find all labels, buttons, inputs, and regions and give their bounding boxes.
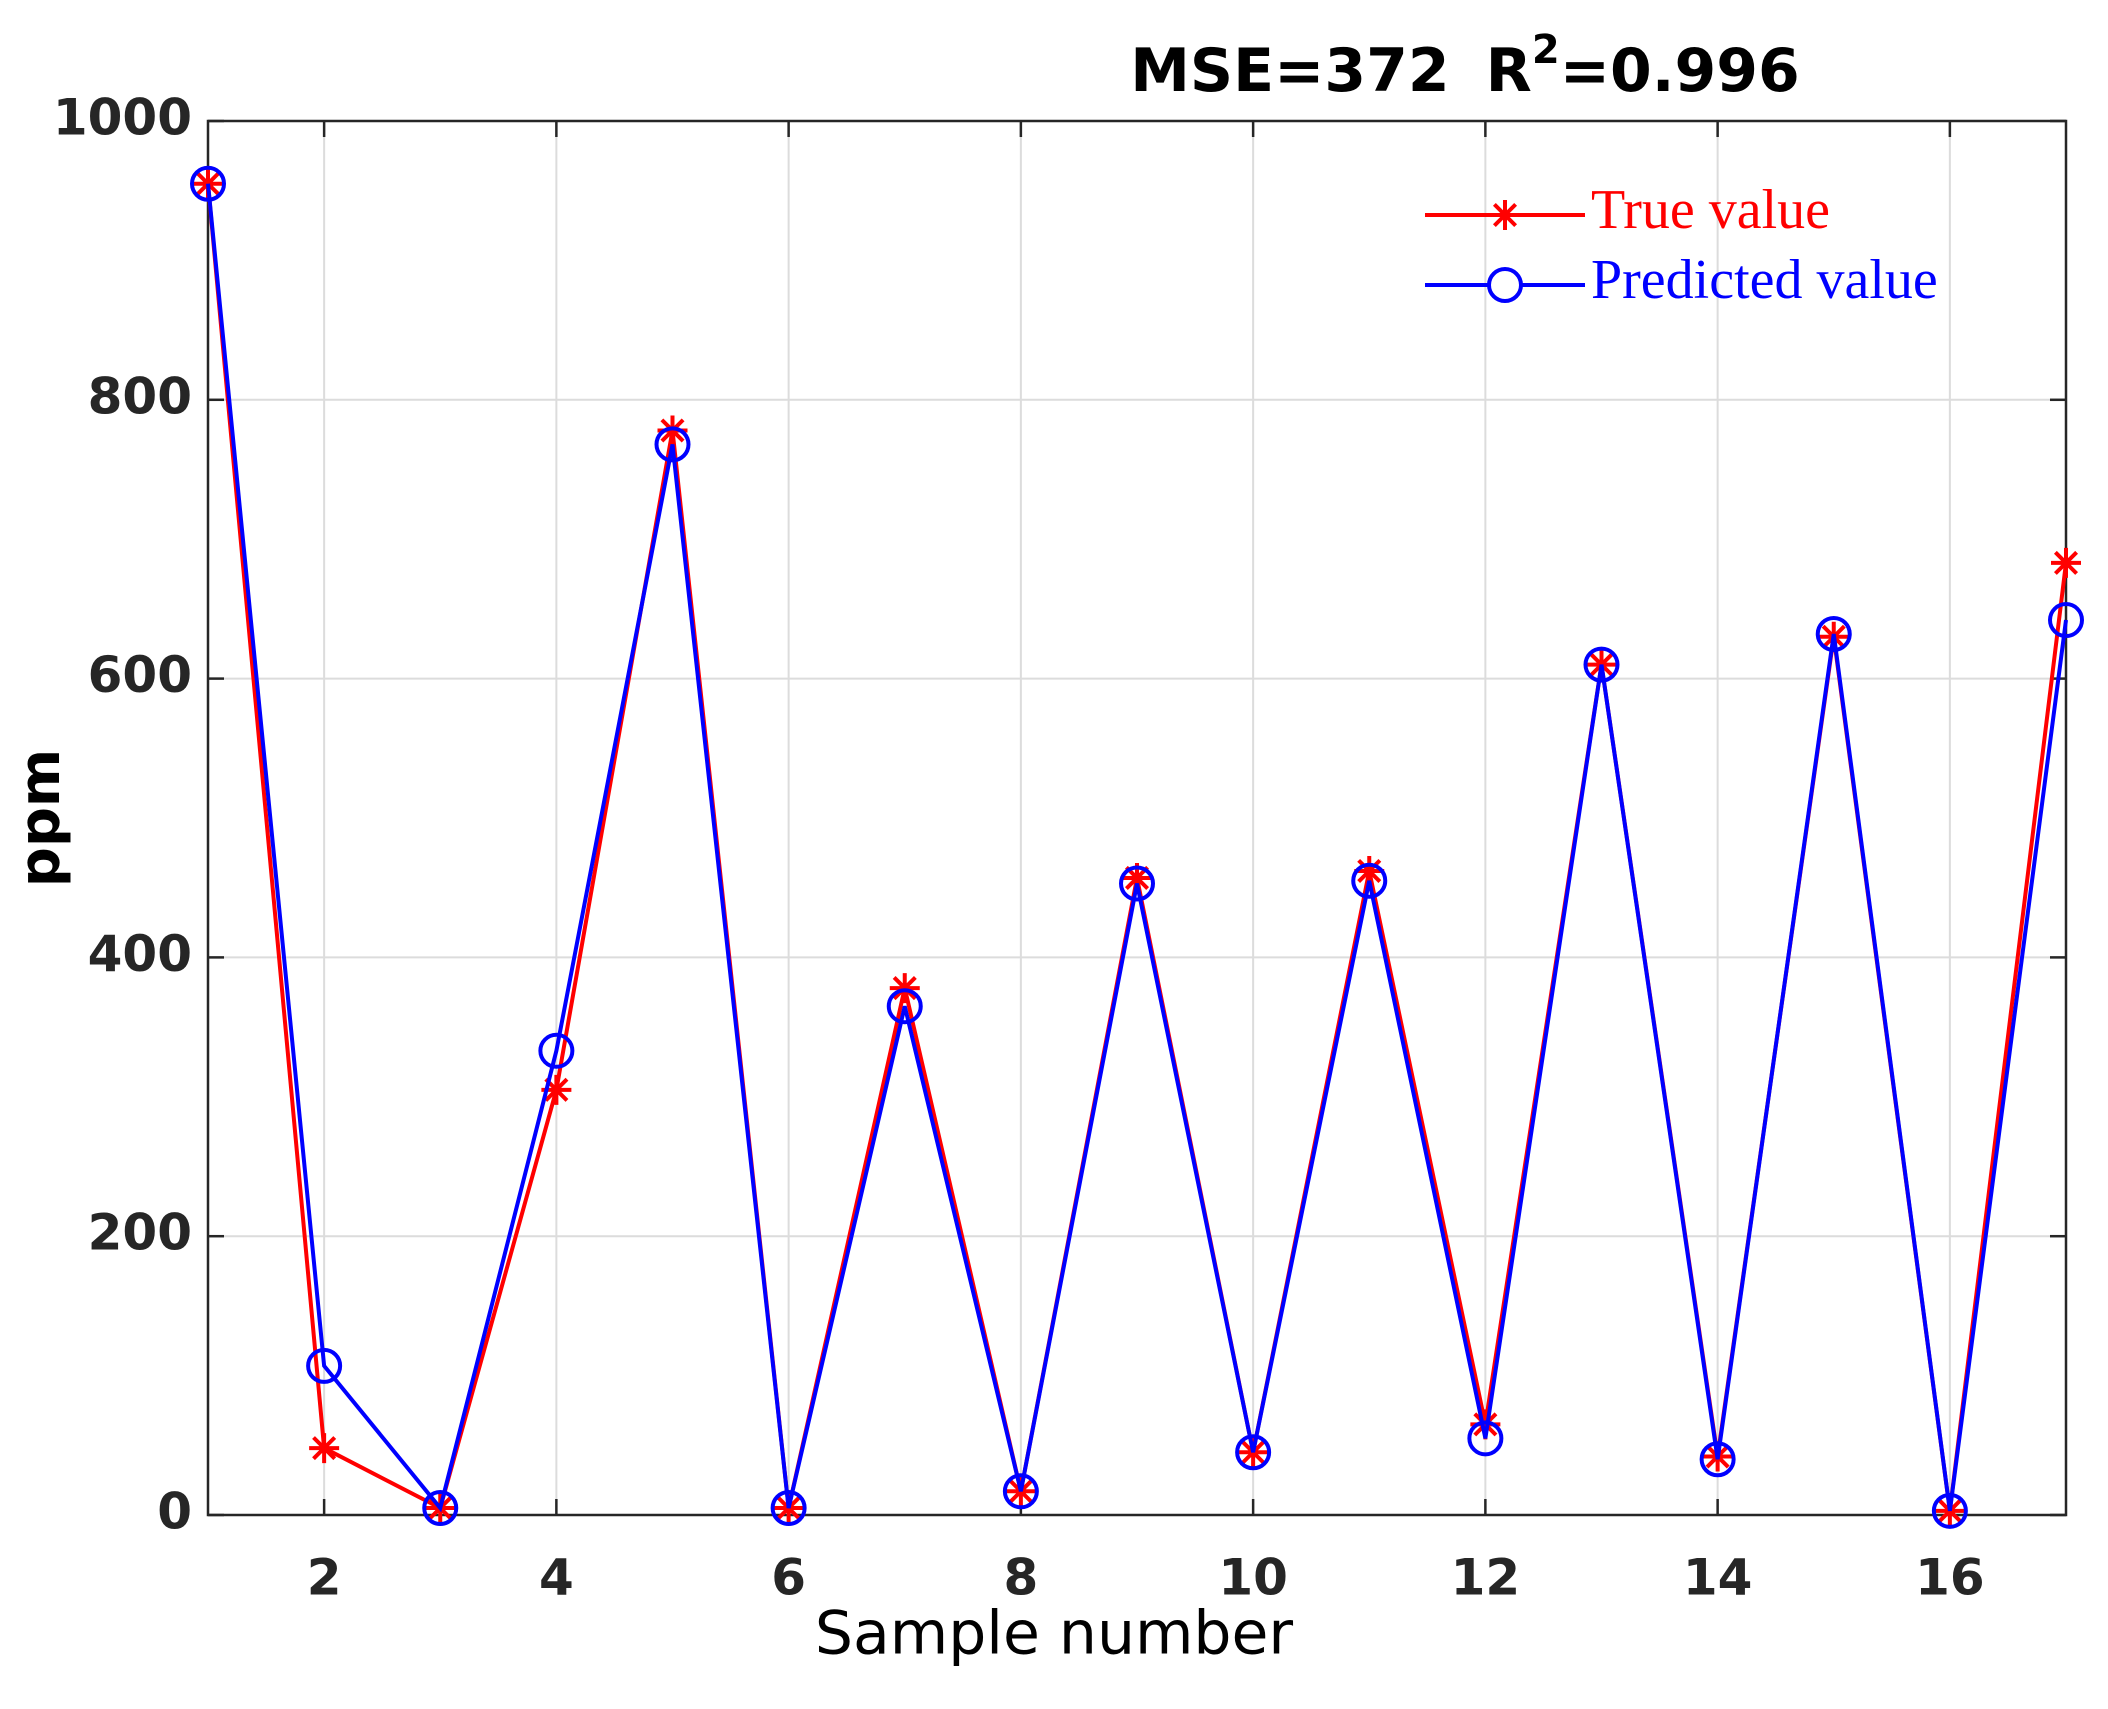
- y-tick-label: 200: [88, 1204, 192, 1262]
- title-part: =0.996: [1560, 36, 1800, 106]
- star-marker: [889, 973, 920, 1004]
- circle-marker: [2048, 602, 2084, 639]
- star-marker: [2051, 547, 2081, 578]
- y-tick-label: 1000: [53, 89, 192, 147]
- x-tick-label: 4: [539, 1549, 574, 1607]
- circle-marker: [1002, 1473, 1039, 1510]
- circle-marker: [1351, 862, 1388, 899]
- circle-marker: [422, 1490, 459, 1527]
- x-tick-label: 12: [1451, 1549, 1521, 1607]
- star-marker: [657, 415, 688, 446]
- x-tick-label: 6: [771, 1549, 806, 1607]
- star-marker: [1470, 1409, 1501, 1440]
- series-line: [206, 183, 2068, 1512]
- circle-marker: [306, 1347, 343, 1384]
- star-marker: [309, 1433, 340, 1464]
- title-part: MSE=372: [1130, 36, 1449, 106]
- x-tick-label: 16: [1915, 1549, 1985, 1607]
- circle-marker: [1119, 865, 1155, 902]
- legend-marker: [1487, 267, 1523, 303]
- circle-marker: [886, 988, 923, 1025]
- legend-label: True value: [1591, 179, 1830, 241]
- circle-marker: [654, 426, 691, 463]
- title-superscript: 2: [1532, 27, 1560, 73]
- x-tick-label: 14: [1683, 1549, 1753, 1607]
- star-marker: [1354, 855, 1385, 886]
- y-axis-label: ppm: [8, 749, 73, 888]
- y-tick-label: 400: [88, 925, 192, 983]
- x-tick-label: 2: [307, 1549, 342, 1607]
- circle-marker: [190, 165, 226, 202]
- circle-marker: [1815, 615, 1852, 652]
- circle-marker: [770, 1490, 807, 1527]
- x-tick-label: 8: [1003, 1549, 1038, 1607]
- x-tick-label: 10: [1218, 1549, 1288, 1607]
- circle-marker: [1235, 1434, 1272, 1471]
- circle-marker: [1931, 1492, 1968, 1529]
- title-part: R: [1486, 36, 1532, 106]
- circle-marker: [1467, 1420, 1504, 1457]
- plot-frame: [206, 119, 2068, 1517]
- legend: True value Predicted value: [1425, 179, 1938, 311]
- series-line: [206, 183, 2068, 1513]
- star-marker: [1122, 862, 1152, 893]
- y-tick-label: 0: [157, 1483, 192, 1541]
- y-tick-label: 600: [88, 646, 192, 704]
- circle-marker: [1583, 646, 1620, 683]
- star-marker: [541, 1074, 572, 1105]
- x-axis-label: Sample number: [815, 1599, 1294, 1669]
- legend-marker: [1490, 200, 1520, 230]
- circle-marker: [538, 1032, 575, 1069]
- chart-title: MSE=372 R2=0.996: [1130, 27, 1800, 106]
- circle-marker: [1699, 1441, 1736, 1478]
- legend-label: Predicted value: [1591, 249, 1938, 311]
- y-tick-label: 800: [88, 367, 192, 425]
